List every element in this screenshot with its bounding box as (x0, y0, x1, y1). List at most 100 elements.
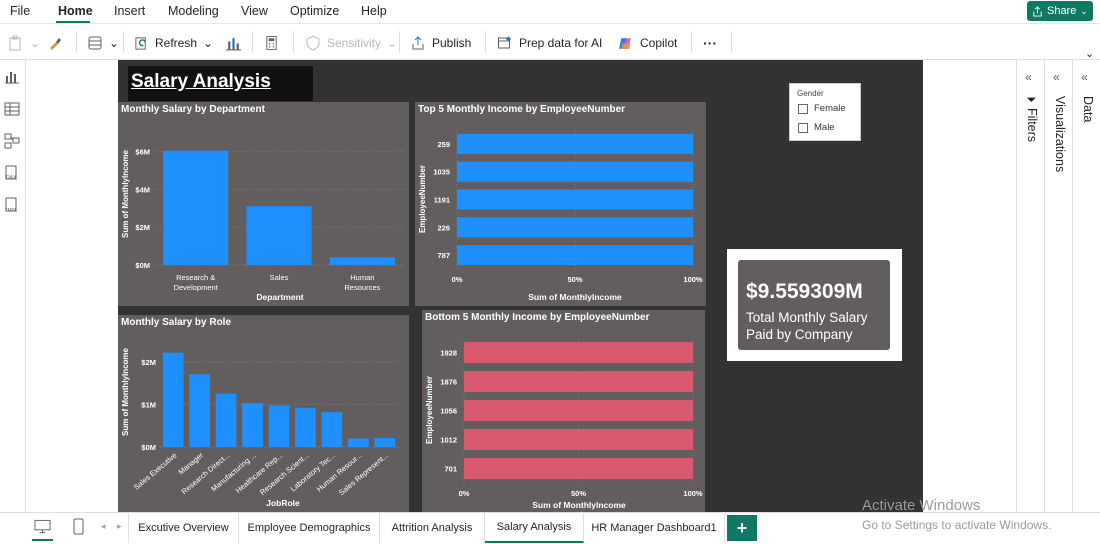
collapse-chevron-icon[interactable]: « (1025, 70, 1032, 84)
copilot-button[interactable]: Copilot (617, 33, 677, 53)
bar (457, 133, 693, 154)
data-pane[interactable]: « Data (1073, 60, 1100, 512)
more-options-button[interactable]: ··· (703, 35, 717, 51)
format-painter-button[interactable] (47, 33, 63, 53)
bar (268, 405, 290, 447)
prep-data-icon (498, 36, 512, 49)
active-layout-indicator (32, 539, 53, 541)
add-page-button[interactable]: + (727, 515, 757, 541)
menu-insert[interactable]: Insert (114, 4, 146, 18)
prep-data-button[interactable]: Prep data for AI (496, 33, 602, 53)
share-button[interactable]: Share ⌄ (1027, 1, 1093, 21)
model-view-icon[interactable] (3, 132, 21, 150)
tab-salary-analysis[interactable]: Salary Analysis (485, 513, 584, 543)
activate-windows-title: Activate Windows (862, 497, 981, 514)
svg-text:DAX: DAX (6, 175, 17, 181)
tab-employee-demographics[interactable]: Employee Demographics (239, 513, 380, 543)
share-label: Share (1047, 5, 1077, 17)
tab-hr-manager-dashboard[interactable]: HR Manager Dashboard1 (584, 513, 725, 543)
y-tick-label: 1876 (440, 378, 457, 387)
calculator-icon (266, 35, 277, 51)
bar (321, 412, 343, 447)
menu-help[interactable]: Help (361, 4, 387, 18)
slicer-option-female[interactable]: Female (798, 103, 846, 114)
x-axis-title: Sum of MonthlyIncome (532, 500, 626, 510)
menu-optimize[interactable]: Optimize (290, 4, 340, 18)
sensitivity-button[interactable]: Sensitivity ⌄ (305, 33, 397, 53)
ribbon-divider (252, 31, 253, 53)
tab-excutive-overview[interactable]: Excutive Overview (128, 513, 239, 543)
x-tick-label: Human (350, 273, 374, 282)
scroll-left-icon[interactable]: ◂ (101, 521, 106, 531)
menu-file[interactable]: File (10, 4, 31, 18)
bar (464, 400, 693, 421)
menu-home[interactable]: Home (58, 4, 93, 18)
bar (162, 352, 184, 447)
menu-modeling[interactable]: Modeling (168, 4, 219, 18)
ribbon: ⌄ ⌄ Refresh ⌄ Sensitivity ⌄ Publish Prep… (0, 24, 1100, 60)
x-tick-label: Resources (344, 283, 380, 292)
shield-icon (306, 35, 320, 51)
scroll-right-icon[interactable]: ▸ (117, 521, 122, 531)
collapse-ribbon-icon[interactable]: ⌄ (1085, 47, 1095, 60)
role-salary-visual[interactable]: Monthly Salary by Role $0M $1M $2M Sales Ex… (118, 315, 409, 512)
y-tick-label: 226 (437, 223, 450, 232)
y-tick-label: $2M (135, 223, 150, 232)
gender-slicer[interactable]: Gender Female Male (789, 83, 861, 141)
calculator-button[interactable] (264, 33, 279, 53)
y-tick-label: $4M (135, 185, 150, 194)
dax-query-view-icon[interactable]: DAX (3, 164, 21, 182)
menu-view[interactable]: View (241, 4, 268, 18)
ribbon-divider (399, 31, 400, 53)
visualizations-label: Visualizations (1053, 96, 1067, 173)
y-tick-label: 787 (437, 251, 450, 260)
tmdl-view-icon[interactable]: TMDL (3, 196, 21, 214)
menu-bar: File Home Insert Modeling View Optimize … (0, 0, 1100, 24)
mobile-layout-icon[interactable] (73, 518, 84, 535)
bar (457, 161, 693, 182)
filters-pane[interactable]: « ⏷ Filters (1017, 60, 1045, 512)
visualizations-pane[interactable]: « Visualizations (1045, 60, 1073, 512)
database-icon (88, 36, 102, 50)
collapse-chevron-icon[interactable]: « (1053, 70, 1060, 84)
dept-salary-visual[interactable]: Monthly Salary by Department $0M $2M $4M $6… (118, 102, 409, 306)
desktop-layout-icon[interactable] (34, 519, 51, 535)
report-view-icon[interactable] (3, 68, 21, 86)
copilot-label: Copilot (640, 36, 678, 50)
collapse-chevron-icon[interactable]: « (1081, 70, 1088, 84)
bar (295, 407, 316, 447)
bar (464, 371, 693, 392)
data-source-button[interactable]: ⌄ (87, 33, 119, 53)
x-tick-label: 50% (567, 275, 582, 284)
checkbox[interactable] (798, 103, 808, 114)
tab-attrition-analysis[interactable]: Attrition Analysis (380, 513, 485, 543)
bottom5-income-visual[interactable]: Bottom 5 Monthly Income by EmployeeNumbe… (422, 310, 705, 512)
prep-data-label: Prep data for AI (519, 36, 603, 50)
slicer-option-male[interactable]: Male (798, 122, 835, 133)
y-axis-title: EmployeeNumber (418, 165, 427, 233)
new-visual-button[interactable] (225, 33, 242, 53)
y-tick-label: $1M (141, 401, 156, 410)
y-tick-label: $0M (141, 443, 156, 452)
total-salary-card[interactable]: $9.559309M Total Monthly Salary Paid by … (727, 249, 902, 361)
top5-income-visual[interactable]: Top 5 Monthly Income by EmployeeNumber 0… (415, 102, 706, 306)
paste-button[interactable]: ⌄ (8, 33, 40, 53)
side-panes: « ⏷ Filters « Visualizations « Data (1016, 60, 1100, 512)
x-tick-label: 100% (683, 275, 703, 284)
top5-income-chart: 0% 50% 100% 259 1035 1191 226 787 Sum of Monthly… (418, 130, 703, 302)
table-view-icon[interactable] (3, 100, 21, 118)
x-axis-title: Sum of MonthlyIncome (528, 292, 622, 302)
x-tick-label: 100% (683, 489, 703, 498)
y-tick-label: 1012 (440, 436, 457, 445)
y-tick-label: 259 (437, 140, 450, 149)
active-menu-indicator (56, 21, 90, 23)
bottom5-income-chart: 0% 50% 100% 1928 1876 1056 1012 701 Sum of Month… (425, 338, 703, 510)
checkbox[interactable] (798, 122, 808, 133)
publish-button[interactable]: Publish (410, 33, 471, 53)
chevron-down-icon: ⌄ (109, 36, 120, 50)
bar-chart-icon (226, 37, 241, 50)
bar (246, 206, 312, 265)
view-switcher: DAX TMDL (0, 60, 26, 512)
filters-funnel-icon: ⏷ (1025, 94, 1039, 107)
refresh-button[interactable]: Refresh ⌄ (134, 33, 213, 53)
